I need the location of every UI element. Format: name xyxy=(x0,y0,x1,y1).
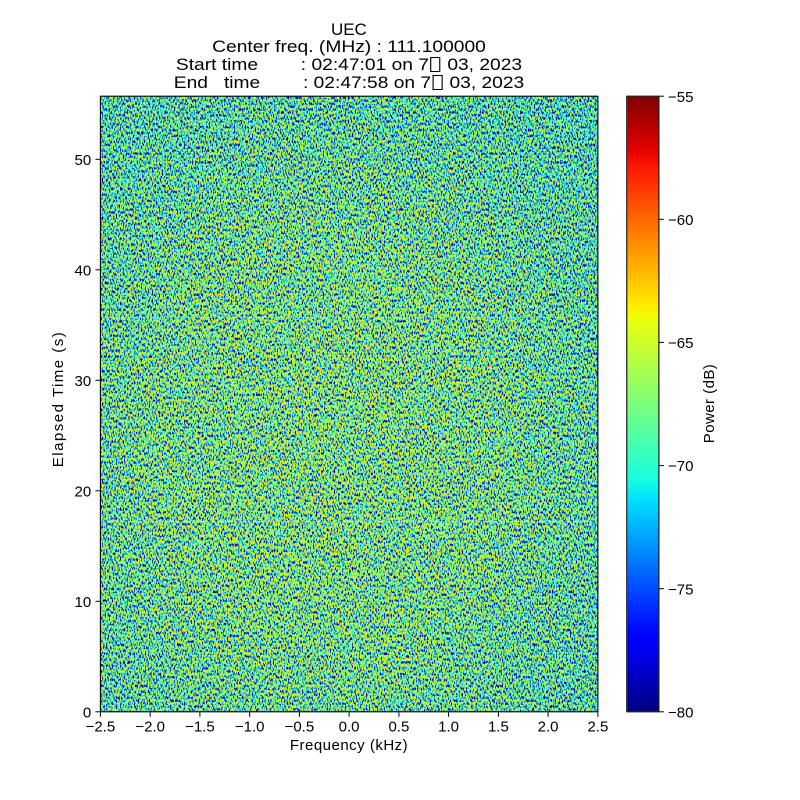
svg-text:Frequency (kHz): Frequency (kHz) xyxy=(290,737,408,754)
svg-text:Power (dB): Power (dB) xyxy=(701,364,718,444)
svg-text:0.0: 0.0 xyxy=(339,719,360,736)
svg-text:−0.5: −0.5 xyxy=(285,719,315,736)
svg-text:0: 0 xyxy=(83,704,91,721)
svg-text:10: 10 xyxy=(75,594,92,611)
svg-text:−1.0: −1.0 xyxy=(235,719,265,736)
svg-text:1.5: 1.5 xyxy=(488,719,509,736)
svg-text:20: 20 xyxy=(75,483,92,500)
svg-text:−70: −70 xyxy=(668,458,693,475)
svg-text:−75: −75 xyxy=(668,581,693,598)
svg-text:2.0: 2.0 xyxy=(538,719,559,736)
svg-text:−60: −60 xyxy=(668,212,693,229)
svg-text:−55: −55 xyxy=(668,89,693,106)
svg-text:Elapsed Time (s): Elapsed Time (s) xyxy=(50,331,67,468)
svg-text:30: 30 xyxy=(75,373,92,390)
svg-text:0.5: 0.5 xyxy=(388,719,409,736)
svg-text:2.5: 2.5 xyxy=(587,719,608,736)
svg-text:−65: −65 xyxy=(668,335,693,352)
svg-text:50: 50 xyxy=(75,152,92,169)
svg-text:−2.0: −2.0 xyxy=(135,719,165,736)
svg-text:1.0: 1.0 xyxy=(438,719,459,736)
svg-text:−2.5: −2.5 xyxy=(86,719,116,736)
svg-text:−80: −80 xyxy=(668,704,693,721)
svg-text:−1.5: −1.5 xyxy=(185,719,215,736)
svg-text:40: 40 xyxy=(75,262,92,279)
